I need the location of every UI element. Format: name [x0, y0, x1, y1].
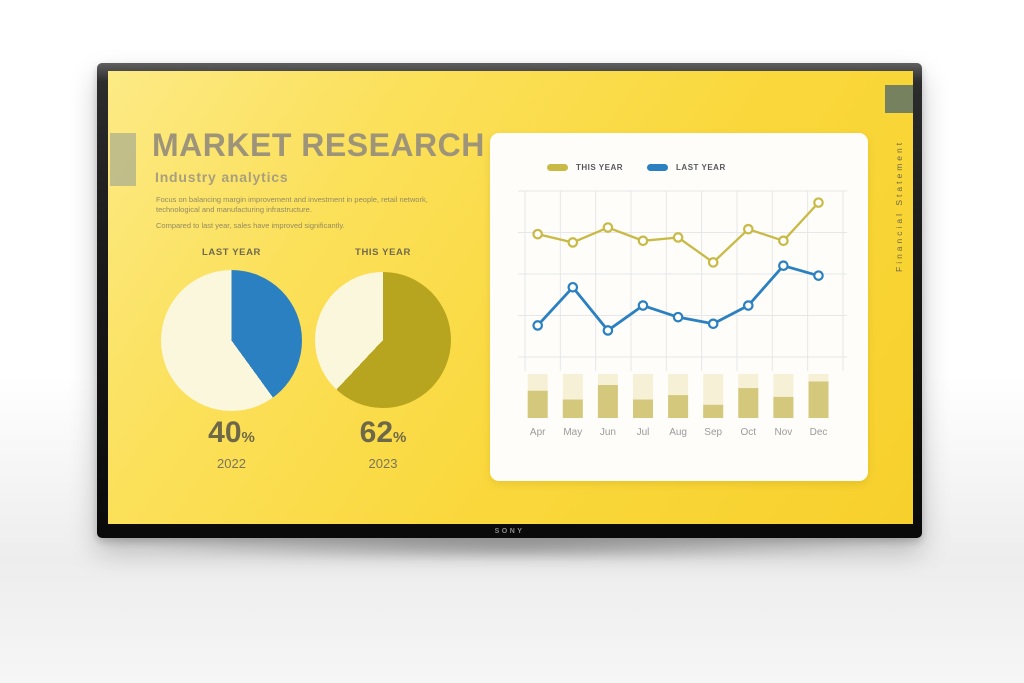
slide-title: MARKET RESEARCH [152, 127, 485, 163]
side-vertical-label: Financial Statement [894, 139, 904, 273]
svg-text:Aug: Aug [669, 427, 687, 438]
pie-chart-last-year [161, 270, 302, 411]
legend-pill-this-year [547, 164, 568, 171]
tv-screen: MARKET RESEARCH Industry analytics Focus… [108, 71, 913, 524]
percent-sign: % [393, 429, 407, 446]
pie-chart-this-year [315, 272, 451, 408]
svg-text:Apr: Apr [530, 427, 546, 438]
tv-frame: MARKET RESEARCH Industry analytics Focus… [97, 63, 922, 538]
tv-drop-shadow [130, 534, 890, 560]
legend-item-this-year: THIS YEAR [547, 163, 623, 172]
chart-card: THIS YEAR LAST YEAR Apr May Jun Jul Aug Sep Oc… [490, 133, 868, 481]
slide-paragraph-2: Compared to last year, sales have improv… [156, 221, 345, 230]
pie-this-year-label: THIS YEAR [355, 247, 411, 258]
deco-left-rect [110, 133, 136, 186]
svg-text:Oct: Oct [741, 427, 757, 438]
legend-item-last-year: LAST YEAR [647, 163, 726, 172]
svg-text:Jul: Jul [637, 427, 650, 438]
svg-text:Sep: Sep [704, 427, 722, 438]
percent-sign: % [241, 429, 255, 446]
svg-text:May: May [563, 427, 582, 438]
legend-pill-last-year [647, 164, 669, 171]
slide-paragraph-1: Focus on balancing margin improvement an… [156, 195, 428, 214]
svg-text:Nov: Nov [775, 427, 793, 438]
chart-legend: THIS YEAR LAST YEAR [547, 163, 726, 172]
stat-last-year-value: 40% [208, 416, 255, 449]
deco-right-rect [885, 85, 913, 113]
sony-logo: SONY [494, 528, 525, 535]
pie-last-year-label: LAST YEAR [201, 247, 262, 258]
stat-this-year-value: 62% [359, 416, 407, 449]
stat-this-year-year: 2023 [368, 456, 398, 471]
svg-text:Dec: Dec [810, 427, 828, 438]
stat-last-year-year: 2022 [217, 456, 246, 471]
line-bar-chart: Apr May Jun Jul Aug Sep Oct Nov Dec [518, 190, 847, 438]
slide-subtitle: Industry analytics [155, 169, 289, 185]
stat-last-year: 40% 2022 [161, 416, 302, 472]
legend-label-last-year: LAST YEAR [676, 163, 726, 172]
svg-text:Jun: Jun [600, 427, 616, 438]
legend-label-this-year: THIS YEAR [576, 163, 624, 172]
stat-this-year: 62% 2023 [315, 416, 451, 472]
